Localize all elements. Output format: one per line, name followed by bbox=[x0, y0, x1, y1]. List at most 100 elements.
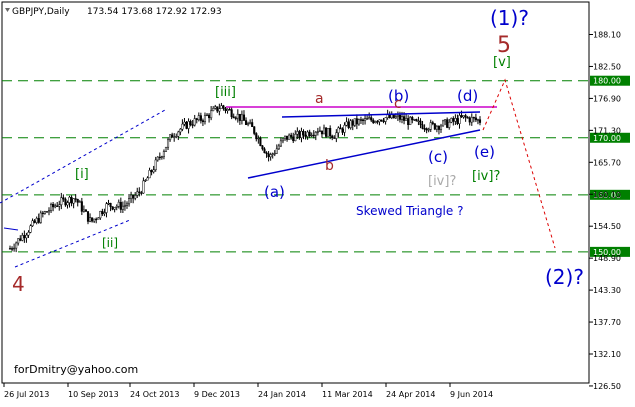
wave-label-1-major: (1)? bbox=[490, 6, 529, 30]
y-tick-label: 165.70 bbox=[593, 158, 621, 167]
candle-body bbox=[47, 210, 51, 213]
wave-label-v: [v] bbox=[493, 55, 511, 70]
candle-body bbox=[435, 126, 438, 130]
candle-body bbox=[242, 114, 246, 121]
candle-body bbox=[343, 124, 346, 133]
candle-body bbox=[374, 121, 377, 123]
candle-body bbox=[312, 134, 315, 137]
subwave-label-b: b bbox=[325, 158, 334, 174]
candle-body bbox=[423, 128, 426, 130]
candle-body bbox=[462, 115, 465, 118]
subwave-label-a: a bbox=[315, 91, 324, 107]
candle-body bbox=[335, 132, 338, 139]
candle-body bbox=[267, 153, 270, 158]
x-tick-label: 11 Mar 2014 bbox=[322, 390, 373, 399]
candle-body bbox=[187, 121, 190, 129]
candle-body bbox=[320, 130, 324, 135]
candle-body bbox=[427, 129, 430, 131]
candle-body bbox=[261, 145, 264, 150]
candle-body bbox=[417, 120, 420, 122]
y-tick-label: 148.90 bbox=[593, 254, 621, 263]
author-credit: forDmitry@yahoo.com bbox=[14, 363, 138, 376]
candle-body bbox=[127, 198, 131, 205]
candle-body bbox=[162, 151, 165, 157]
wave-label-d: (d) bbox=[457, 87, 478, 105]
candle-body bbox=[357, 119, 360, 125]
candle-body bbox=[199, 115, 202, 121]
wave-label-iii: [iii] bbox=[215, 85, 236, 100]
candle-body bbox=[185, 121, 188, 129]
candle-body bbox=[386, 114, 389, 118]
candle-body bbox=[146, 177, 149, 181]
candle-body bbox=[378, 119, 381, 123]
candle-body bbox=[474, 117, 477, 121]
ohlc-readout: 173.54 173.68 172.92 172.93 bbox=[87, 7, 222, 17]
candle-body bbox=[366, 118, 369, 120]
collapse-triangle-icon[interactable] bbox=[5, 8, 10, 12]
candle-body bbox=[286, 135, 289, 140]
candle-body bbox=[80, 201, 83, 212]
candle-body bbox=[68, 196, 71, 203]
candle-body bbox=[226, 109, 229, 111]
candle-body bbox=[132, 194, 135, 199]
candle-body bbox=[298, 131, 301, 139]
x-tick-label: 24 Apr 2014 bbox=[386, 390, 435, 399]
candle-body bbox=[304, 134, 307, 137]
channel-stub bbox=[3, 227, 19, 231]
candle-body bbox=[238, 113, 241, 121]
candle-body bbox=[154, 159, 157, 170]
candle-body bbox=[15, 242, 18, 249]
y-tick-label: 132.10 bbox=[593, 350, 621, 359]
candle-body bbox=[255, 133, 258, 140]
y-tick-label: 143.30 bbox=[593, 286, 621, 295]
candle-body bbox=[25, 234, 28, 239]
candle-body bbox=[466, 117, 469, 119]
candle-body bbox=[224, 107, 227, 111]
candle-body bbox=[58, 204, 61, 207]
candle-body bbox=[195, 118, 198, 120]
candle-body bbox=[398, 114, 402, 120]
candle-body bbox=[156, 156, 159, 161]
candle-body bbox=[413, 119, 416, 121]
candle-body bbox=[403, 116, 406, 121]
candle-body bbox=[249, 122, 252, 124]
wave-label-b: (b) bbox=[388, 87, 409, 105]
candle-body bbox=[316, 131, 319, 133]
candle-body bbox=[91, 217, 94, 222]
candle-body bbox=[183, 121, 186, 125]
candle-body bbox=[203, 114, 207, 123]
candle-body bbox=[109, 202, 112, 207]
candle-body bbox=[13, 247, 16, 250]
candle-body bbox=[31, 220, 34, 227]
candle-body bbox=[99, 211, 102, 219]
plot-border bbox=[1, 1, 590, 384]
candle-body bbox=[277, 145, 280, 150]
candle-body bbox=[158, 156, 161, 159]
candle-body bbox=[74, 198, 77, 200]
candle-body bbox=[214, 106, 217, 109]
candle-body bbox=[240, 114, 243, 121]
candle-body bbox=[281, 138, 285, 142]
candle-body bbox=[388, 114, 391, 119]
candle-body bbox=[431, 122, 434, 124]
candle-body bbox=[364, 118, 367, 121]
candle-body bbox=[275, 148, 278, 154]
candle-body bbox=[370, 117, 373, 121]
candle-body bbox=[442, 120, 445, 127]
candle-body bbox=[218, 108, 221, 112]
level-value-label: 170.00 bbox=[593, 134, 621, 143]
candle-body bbox=[349, 120, 352, 128]
candle-body bbox=[425, 128, 428, 131]
wave-label-5: 5 bbox=[497, 33, 511, 58]
triangle-inner-trendline bbox=[281, 111, 481, 118]
candle-body bbox=[279, 140, 282, 147]
candle-body bbox=[152, 169, 155, 173]
level-value-box bbox=[590, 189, 630, 200]
candle-body bbox=[331, 135, 334, 138]
candle-body bbox=[78, 201, 81, 203]
candle-body bbox=[411, 117, 414, 121]
candle-body bbox=[376, 121, 379, 123]
candle-body bbox=[134, 195, 137, 199]
candle-body bbox=[216, 106, 219, 112]
